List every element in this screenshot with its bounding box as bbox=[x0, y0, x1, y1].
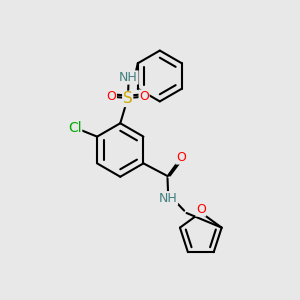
Text: Cl: Cl bbox=[68, 121, 82, 135]
Text: S: S bbox=[123, 92, 133, 106]
Text: O: O bbox=[196, 203, 206, 216]
Text: NH: NH bbox=[119, 71, 138, 84]
Text: O: O bbox=[139, 90, 149, 103]
Text: O: O bbox=[106, 90, 116, 103]
Text: O: O bbox=[176, 151, 186, 164]
Text: NH: NH bbox=[159, 192, 178, 205]
